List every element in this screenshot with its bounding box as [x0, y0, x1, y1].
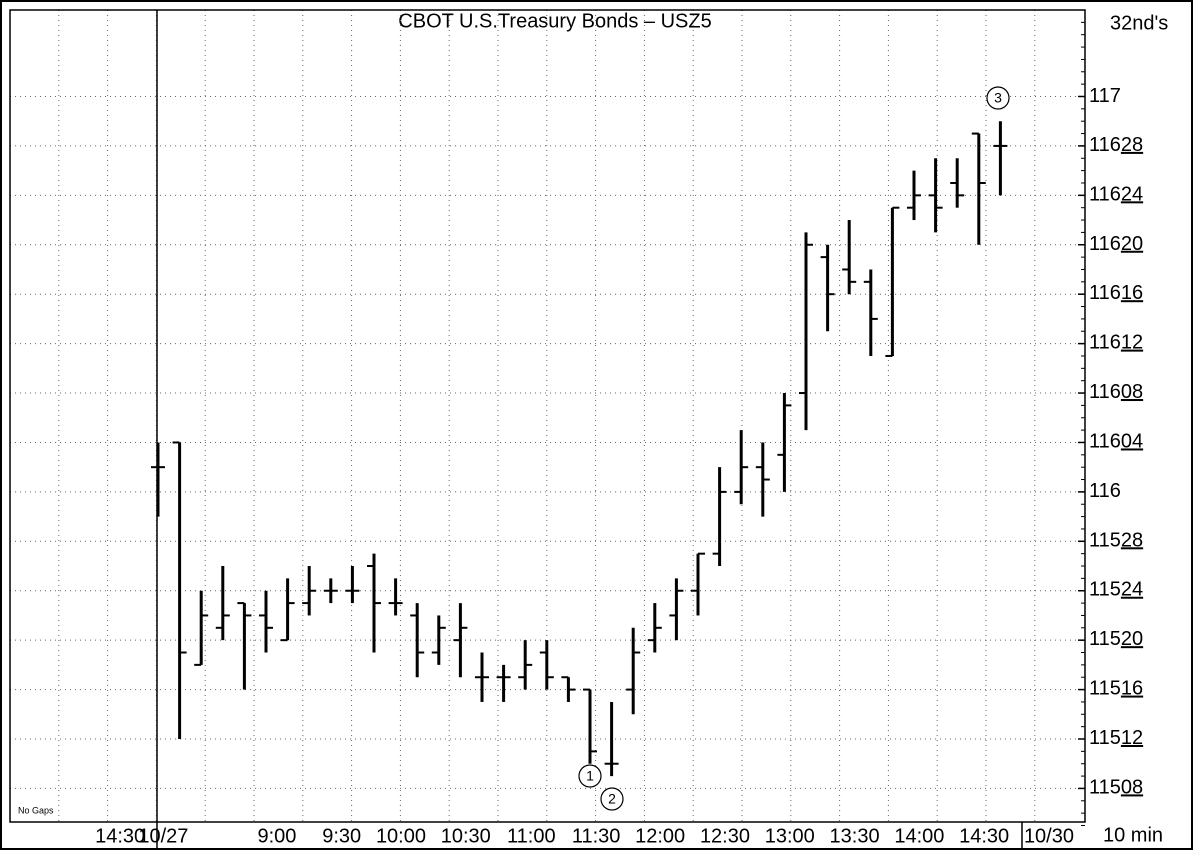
x-axis-unit: 10 min [1103, 824, 1163, 846]
x-tick-label: 14:30 [95, 825, 145, 847]
y-tick-label-tail: 24 [1121, 184, 1143, 206]
y-tick-label-tail: 08 [1121, 777, 1143, 799]
y-tick-label: 11524 [1089, 579, 1143, 601]
x-tick-label: 10/30 [1024, 825, 1074, 847]
y-tick-label-head: 115 [1089, 579, 1121, 601]
y-tick-label: 11628 [1089, 134, 1143, 156]
x-tick-label: 11:30 [572, 825, 621, 847]
y-tick-label-tail: 20 [1121, 628, 1143, 650]
y-tick-label: 11508 [1089, 777, 1143, 799]
marker-label: 2 [608, 791, 616, 807]
x-tick-label: 14:30 [959, 825, 1009, 847]
marker-label: 3 [994, 90, 1002, 106]
y-tick-label: 117 [1089, 85, 1121, 107]
y-tick-label-head: 116 [1089, 381, 1121, 403]
y-tick-label: 11512 [1089, 727, 1143, 749]
y-axis-unit: 32nd's [1110, 12, 1168, 34]
y-tick-label: 11620 [1089, 233, 1143, 255]
y-tick-label-tail: 04 [1121, 431, 1143, 453]
x-tick-label: 10:30 [441, 825, 491, 847]
y-tick-label-tail: 12 [1121, 332, 1143, 354]
x-tick-label: 9:00 [257, 825, 296, 847]
y-tick-label-tail: 20 [1121, 233, 1143, 255]
y-tick-label-head: 116 [1089, 282, 1121, 304]
y-tick-label-tail: 12 [1121, 727, 1143, 749]
y-tick-label-head: 116 [1089, 233, 1121, 255]
y-tick-label-tail: 28 [1121, 134, 1143, 156]
y-tick-label-head: 116 [1089, 431, 1121, 453]
y-tick-label-head: 115 [1089, 530, 1121, 552]
x-tick-label: 12:30 [700, 825, 750, 847]
x-tick-label: 10/27 [138, 825, 188, 847]
y-tick-label-head: 115 [1089, 777, 1121, 799]
plot-frame [9, 9, 1086, 823]
y-tick-label: 11520 [1089, 628, 1143, 650]
marker-circle [986, 86, 1010, 110]
marker-label: 1 [586, 768, 594, 784]
x-tick-label: 14:00 [894, 825, 944, 847]
x-tick-label: 10:00 [376, 825, 426, 847]
y-tick-label-tail: 28 [1121, 530, 1143, 552]
x-tick-label: 12:00 [635, 825, 685, 847]
x-tick-label: 13:30 [830, 825, 880, 847]
y-tick-label: 11528 [1089, 530, 1143, 552]
y-tick-label-head: 115 [1089, 727, 1121, 749]
y-tick-label-head: 115 [1089, 678, 1121, 700]
y-tick-label: 11624 [1089, 184, 1143, 206]
y-tick-label: 11612 [1089, 332, 1143, 354]
y-tick-label: 11616 [1089, 282, 1143, 304]
y-tick-label-tail: 16 [1121, 282, 1143, 304]
y-tick-label: 11608 [1089, 381, 1143, 403]
y-tick-label-head: 116 [1089, 184, 1121, 206]
y-tick-label-head: 116 [1089, 332, 1121, 354]
x-tick-label: 13:00 [765, 825, 815, 847]
marker-circle [600, 787, 624, 811]
y-tick-label-head: 115 [1089, 628, 1121, 650]
y-tick-label: 116 [1089, 480, 1121, 502]
chart-title: CBOT U.S.Treasury Bonds – USZ5 [398, 10, 711, 32]
y-tick-label-tail: 24 [1121, 579, 1143, 601]
y-tick-label: 11516 [1089, 678, 1143, 700]
y-tick-label-tail: 08 [1121, 381, 1143, 403]
y-tick-label-head: 116 [1089, 134, 1121, 156]
y-tick-label-tail: 16 [1121, 678, 1143, 700]
marker-circle [578, 764, 602, 788]
no-gaps-note: No Gaps [18, 805, 54, 815]
y-tick-label: 11604 [1089, 431, 1143, 453]
x-tick-label: 11:00 [507, 825, 556, 847]
x-tick-label: 9:30 [322, 825, 361, 847]
